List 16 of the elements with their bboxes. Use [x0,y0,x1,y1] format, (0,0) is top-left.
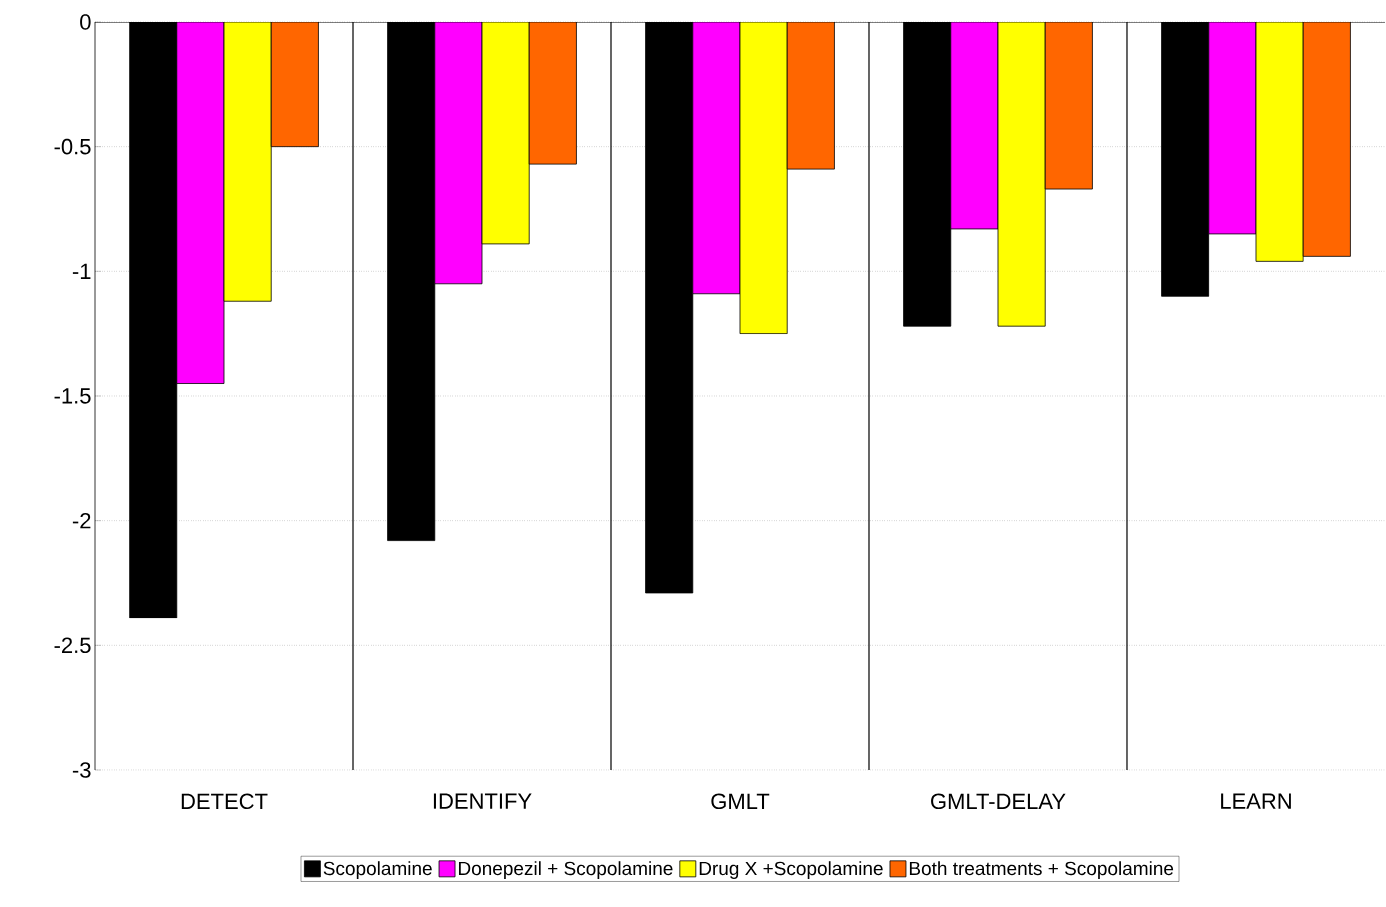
y-tick-label: -3 [72,762,91,778]
y-tick-label: -1.5 [54,388,91,404]
y-tick-label: -2 [72,512,91,529]
x-tick-label: LEARN [1221,793,1291,809]
legend-label: Both treatments + Scopolamine [909,861,1174,879]
legend-label: Donepezil + Scopolamine [458,861,673,879]
x-tick-label: GMLT [711,793,770,810]
y-tick-label: -2.5 [54,637,91,654]
y-tick-label: -0.5 [54,138,91,155]
legend-label: Scopolamine [323,861,432,879]
x-tick-label: DETECT [181,793,268,810]
x-tick-label: GMLT-DELAY [931,793,1066,810]
y-tick-label: -1 [72,263,91,279]
y-tick-label: 0 [80,14,91,30]
x-tick-label: IDENTIFY [433,793,532,809]
legend-label: Drug X +Scopolamine [699,861,883,879]
